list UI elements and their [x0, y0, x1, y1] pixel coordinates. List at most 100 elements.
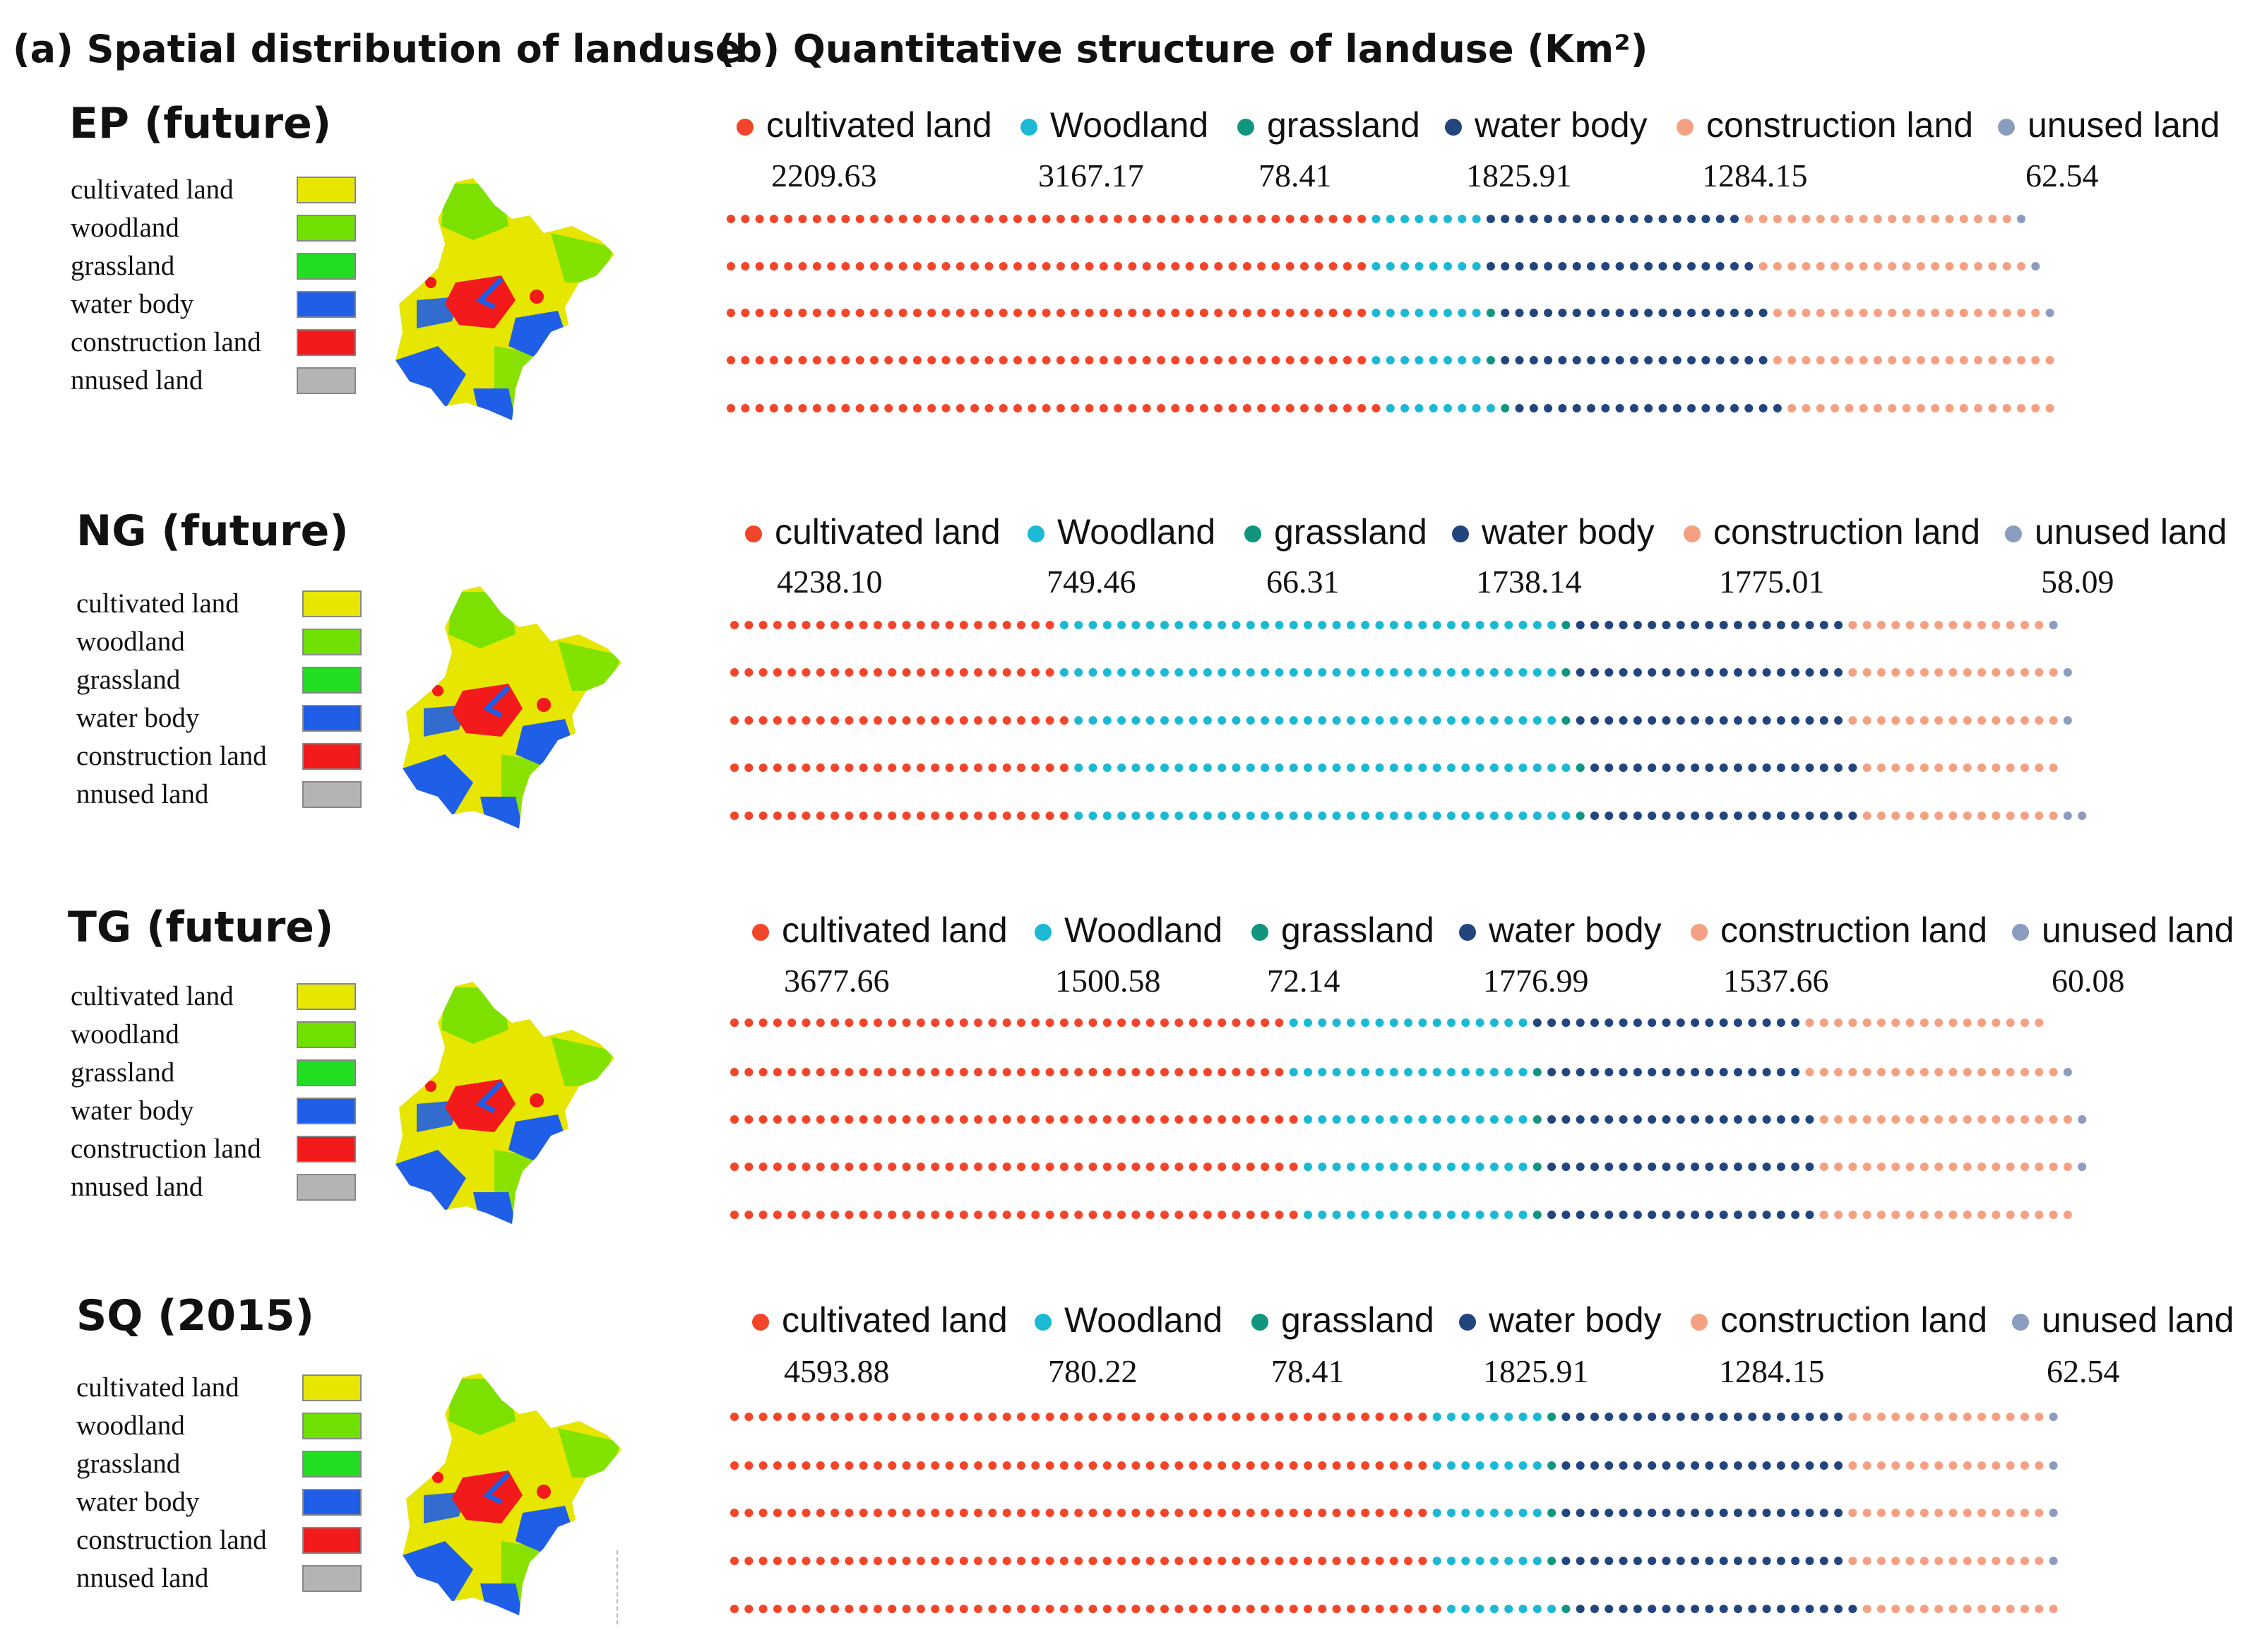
dot-woodland — [1432, 1509, 1441, 1517]
dot-construction-land — [1877, 1461, 1886, 1470]
dot-woodland — [1444, 262, 1452, 271]
dot-woodland — [1404, 812, 1413, 820]
dot-cultivated-land — [1214, 262, 1223, 271]
dot-cultivated-land — [1145, 1018, 1155, 1027]
dot-water-body — [1791, 763, 1800, 772]
scenario-title: NG (future) — [76, 506, 349, 556]
dot-cultivated-land — [812, 404, 821, 412]
chart-legend-label: construction land — [1713, 512, 1981, 552]
dot-woodland — [1461, 1163, 1470, 1171]
dot-cultivated-land — [1071, 262, 1080, 271]
dot-water-body — [1715, 215, 1725, 223]
dot-woodland — [1489, 668, 1499, 677]
dot-cultivated-land — [1304, 1461, 1312, 1470]
dot-cultivated-land — [1171, 262, 1180, 271]
dot-cultivated-land — [798, 262, 807, 271]
chart-legend-marker — [1020, 119, 1037, 136]
dot-woodland — [1117, 621, 1126, 629]
dot-cultivated-land — [816, 1163, 825, 1171]
dot-cultivated-land — [1271, 356, 1280, 364]
dot-water-body — [1848, 763, 1857, 772]
dot-woodland — [1145, 716, 1155, 725]
dot-woodland — [1461, 716, 1470, 725]
dot-water-body — [1744, 404, 1754, 412]
landuse-map — [403, 1373, 621, 1615]
dot-woodland — [1489, 621, 1499, 629]
dot-water-body — [1776, 1068, 1785, 1076]
dot-water-body — [1547, 1068, 1556, 1076]
dot-water-body — [1648, 1509, 1657, 1517]
dot-water-body — [1590, 812, 1599, 820]
dot-cultivated-land — [1375, 1509, 1384, 1517]
dot-water-body — [1672, 404, 1681, 412]
dot-cultivated-land — [773, 621, 782, 629]
dot-construction-land — [1891, 621, 1900, 629]
dot-woodland — [1489, 1461, 1499, 1470]
dot-construction-land — [1848, 1211, 1857, 1219]
dot-water-body — [1615, 356, 1624, 364]
dot-water-body — [1691, 1068, 1700, 1076]
dot-woodland — [1218, 812, 1227, 820]
chart-legend-label: Woodland — [1050, 105, 1209, 145]
dot-cultivated-land — [970, 309, 980, 317]
dot-construction-land — [1916, 404, 1925, 412]
dot-cultivated-land — [1328, 356, 1338, 364]
chart-legend-label: water body — [1489, 1300, 1662, 1340]
dot-water-body — [1734, 668, 1742, 677]
dot-cultivated-land — [730, 1557, 739, 1565]
dot-cultivated-land — [1174, 1163, 1184, 1171]
dot-cultivated-land — [1389, 1605, 1398, 1613]
dot-water-body — [1805, 763, 1814, 772]
dot-water-body — [1791, 1461, 1800, 1470]
dot-woodland — [1346, 763, 1355, 772]
data-label: 1500.58 — [1055, 963, 1161, 999]
dot-cultivated-land — [1071, 215, 1080, 223]
dot-water-body — [1791, 1557, 1800, 1565]
dot-cultivated-land — [841, 356, 850, 364]
dot-woodland — [1145, 812, 1155, 820]
dot-cultivated-land — [1246, 1605, 1255, 1613]
dot-cultivated-land — [870, 215, 879, 223]
dot-cultivated-land — [1199, 404, 1208, 412]
dot-construction-land — [1877, 763, 1886, 772]
dot-construction-land — [1959, 404, 1968, 412]
dot-cultivated-land — [931, 1461, 940, 1470]
dot-woodland — [1489, 1163, 1499, 1171]
dot-cultivated-land — [870, 262, 879, 271]
dot-woodland — [1518, 1557, 1528, 1565]
dot-woodland — [1489, 716, 1499, 725]
dot-cultivated-land — [1017, 1509, 1025, 1517]
dot-water-body — [1676, 1413, 1685, 1421]
dot-cultivated-land — [1102, 1509, 1112, 1517]
map-legend-label: nnused land — [71, 365, 203, 396]
dot-woodland — [1375, 763, 1384, 772]
dot-water-body — [1762, 812, 1771, 820]
dot-woodland — [1461, 763, 1470, 772]
dot-construction-land — [1744, 215, 1754, 223]
dot-water-body — [1615, 404, 1624, 412]
dot-cultivated-land — [758, 763, 768, 772]
dot-cultivated-land — [1189, 1163, 1198, 1171]
dot-construction-land — [1874, 262, 1882, 271]
dot-cultivated-land — [1017, 763, 1025, 772]
dot-cultivated-land — [845, 1115, 854, 1124]
dot-water-body — [1734, 1163, 1742, 1171]
dot-cultivated-land — [758, 1413, 768, 1421]
dot-cultivated-land — [888, 1068, 897, 1076]
dot-water-body — [1644, 215, 1653, 223]
dot-cultivated-land — [855, 404, 864, 412]
dot-cultivated-land — [1246, 1557, 1255, 1565]
dot-woodland — [1361, 1068, 1370, 1076]
dot-construction-land — [1859, 309, 1868, 317]
dot-cultivated-land — [1145, 1413, 1155, 1421]
dot-construction-land — [1773, 215, 1782, 223]
dot-woodland — [1547, 812, 1556, 820]
dot-water-body — [1486, 262, 1495, 271]
dot-woodland — [1275, 621, 1284, 629]
dot-cultivated-land — [884, 309, 893, 317]
dot-water-body — [1748, 716, 1757, 725]
dot-water-body — [1776, 1163, 1785, 1171]
dot-construction-land — [2006, 1413, 2015, 1421]
dot-construction-land — [1948, 1461, 1958, 1470]
data-label: 78.41 — [1258, 158, 1332, 194]
